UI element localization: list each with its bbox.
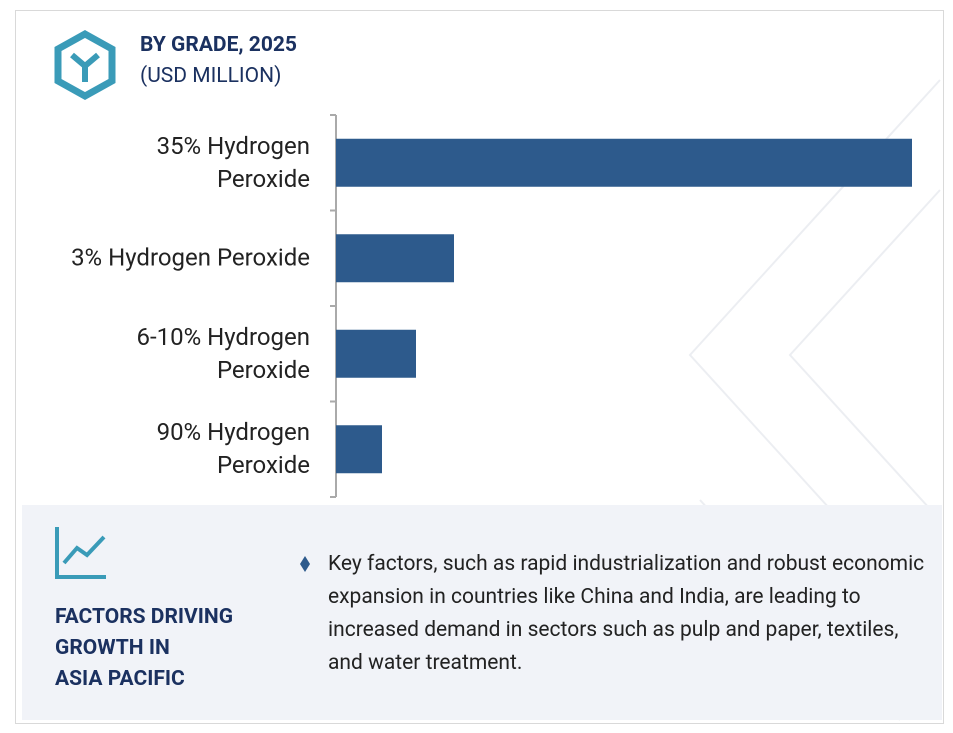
- chart-subtitle: (USD MILLION): [140, 64, 282, 88]
- chart-icon: [55, 527, 106, 579]
- category-label: 90% Hydrogen Peroxide: [156, 418, 310, 480]
- bar: [336, 234, 454, 283]
- category-label: 35% Hydrogen Peroxide: [156, 131, 310, 193]
- logo-icon: [54, 29, 116, 101]
- category-label: 3% Hydrogen Peroxide: [71, 243, 310, 272]
- bullet: [300, 556, 310, 572]
- bar: [336, 425, 382, 474]
- chart-title: BY GRADE, 2025: [140, 33, 297, 57]
- frame: [15, 10, 944, 724]
- bar: [336, 138, 912, 187]
- factors-title: FACTORS DRIVING GROWTH IN ASIA PACIFIC: [55, 605, 234, 691]
- factors-panel: [22, 505, 942, 720]
- factors-text: Key factors, such as rapid industrializa…: [328, 552, 925, 675]
- bar: [336, 329, 416, 378]
- category-label: 6-10% Hydrogen Peroxide: [136, 322, 310, 384]
